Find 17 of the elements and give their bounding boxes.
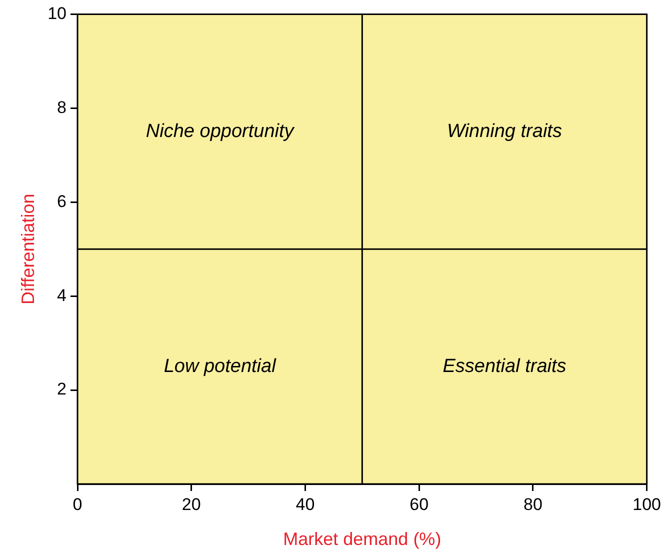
y-tick-label: 6 — [57, 192, 67, 211]
annotation: Winning traits — [447, 120, 562, 142]
y-tick-label: 2 — [57, 380, 67, 399]
x-tick-label: 20 — [182, 494, 201, 514]
x-axis-title: Market demand (%) — [283, 529, 442, 550]
y-tick-label: 4 — [57, 286, 67, 305]
x-tick-label: 100 — [632, 494, 662, 514]
y-axis-title: Differentiation — [18, 194, 38, 304]
x-tick-label: 60 — [410, 494, 429, 514]
annotation: Essential traits — [442, 356, 567, 377]
y-tick-label: 10 — [48, 4, 67, 23]
annotation: Low potential — [164, 356, 277, 377]
annotation: Niche opportunity — [146, 120, 296, 142]
x-tick-label: 0 — [72, 494, 82, 514]
y-tick-label: 8 — [57, 98, 67, 117]
x-tick-label: 80 — [523, 494, 542, 514]
x-tick-label: 40 — [296, 494, 315, 514]
